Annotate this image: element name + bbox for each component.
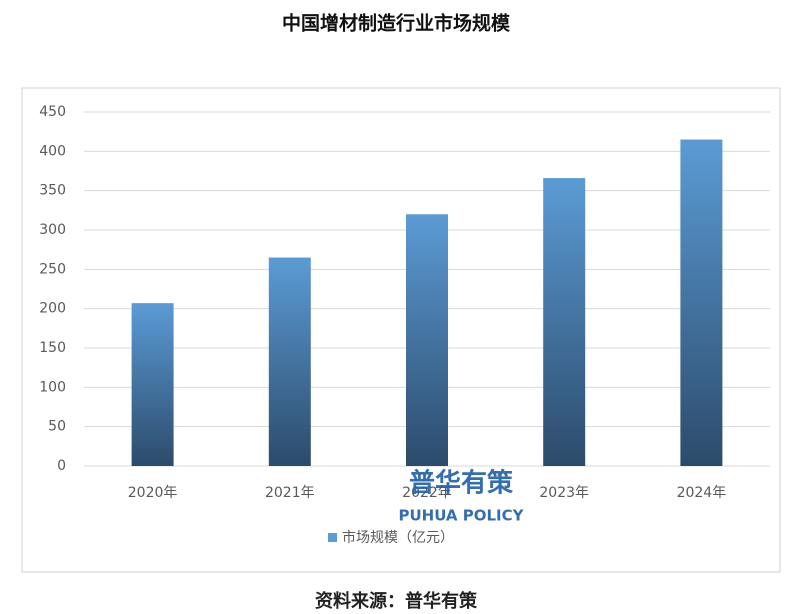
y-tick-label: 400	[39, 143, 66, 159]
bar	[680, 139, 723, 467]
y-tick-label: 50	[48, 419, 66, 435]
y-tick-label: 300	[39, 222, 66, 238]
chart-title: 中国增材制造行业市场规模	[282, 12, 511, 35]
x-tick-label: 2024年	[677, 485, 727, 501]
y-tick-label: 200	[39, 301, 66, 317]
chart-frame	[21, 87, 781, 573]
x-tick-label: 2022年	[402, 485, 452, 501]
bar	[268, 257, 311, 466]
x-tick-label: 2020年	[128, 485, 178, 501]
bar	[406, 214, 448, 466]
y-tick-label: 250	[39, 261, 66, 277]
legend-label: 市场规模（亿元）	[342, 529, 454, 546]
legend-swatch	[328, 533, 337, 542]
source-note: 资料来源：普华有策	[315, 590, 478, 612]
y-tick-label: 350	[39, 183, 66, 199]
watermark-text: PUHUA POLICY	[398, 507, 524, 525]
y-tick-label: 100	[39, 379, 66, 395]
bar	[543, 178, 586, 466]
y-tick-label: 450	[39, 104, 66, 120]
watermark-text: 普华有策	[409, 468, 513, 499]
bar	[131, 303, 174, 466]
y-tick-label: 150	[39, 340, 66, 356]
x-tick-label: 2023年	[539, 485, 589, 501]
x-tick-label: 2021年	[265, 485, 315, 501]
y-tick-label: 0	[57, 458, 66, 474]
